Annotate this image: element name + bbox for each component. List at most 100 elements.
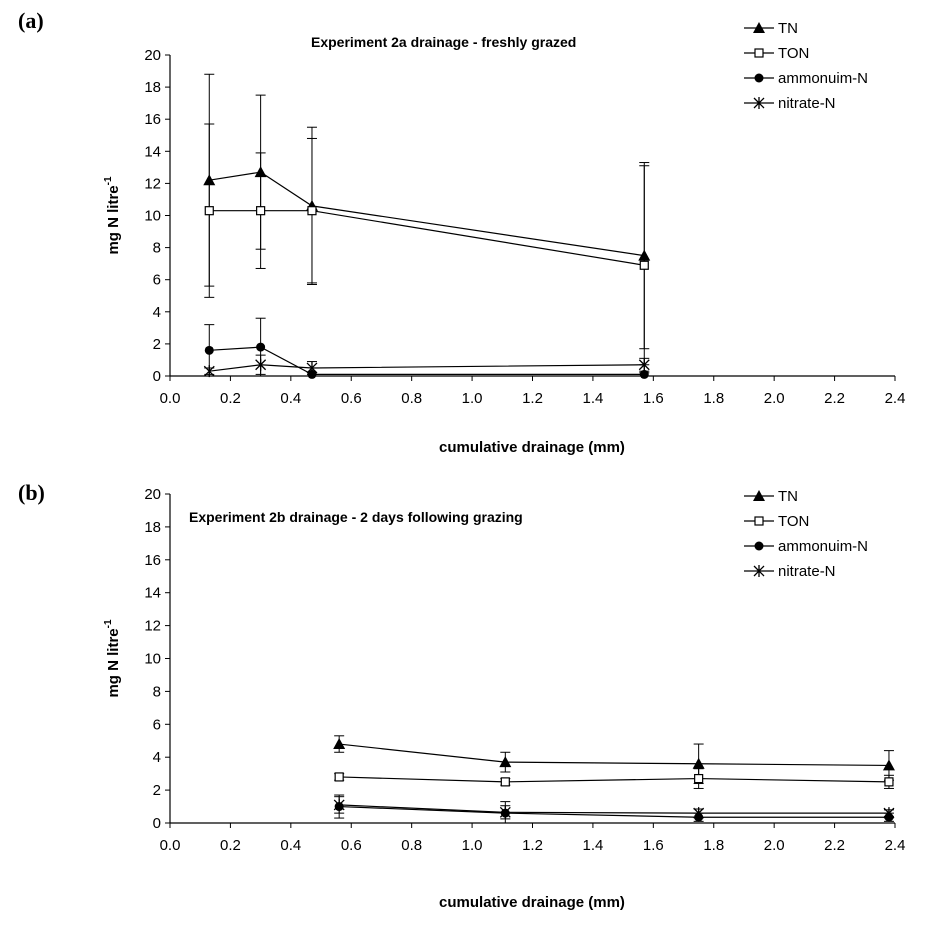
panel-b-y-tick-label: 16: [144, 552, 161, 569]
panel-b-series-square: [334, 768, 894, 789]
panel-b-y-tick-label: 20: [144, 486, 161, 503]
panel-b-data-point: [333, 798, 345, 811]
panel-b-y-tick-label: 4: [153, 749, 161, 766]
panel-a-legend-label: TON: [778, 45, 809, 62]
panel-a-y-tick-label: 0: [153, 368, 161, 385]
panel-a-title: Experiment 2a drainage - freshly grazed: [311, 34, 576, 50]
panel-b-y-tick-label: 6: [153, 716, 161, 733]
panel-a-y-tick-label: 2: [153, 336, 161, 353]
panel-a-data-point: [256, 206, 266, 216]
panel-b-x-tick-label: 0.0: [160, 837, 181, 854]
panel-b-legend: TN TON ammonuim-N nitrate-N: [744, 488, 868, 580]
panel-b-data-point: [333, 738, 346, 750]
panel-a-data-point: [204, 345, 214, 355]
panel-b-y-axis-label-main: mg N litre: [105, 628, 122, 697]
panel-a-y-tick-label: 16: [144, 111, 161, 128]
panel-a-x-tick-label: 1.2: [522, 390, 543, 407]
panel-b-legend-marker: [754, 516, 764, 526]
panel-b-legend-label: nitrate-N: [778, 563, 836, 580]
panel-a-legend-marker: [753, 22, 765, 33]
panel-a-x-tick-label: 2.0: [764, 390, 785, 407]
panel-b-x-tick-label: 2.0: [764, 837, 785, 854]
panel-b-series-line: [339, 776, 889, 783]
panel-b-title: Experiment 2b drainage - 2 days followin…: [189, 509, 523, 525]
panel-b-y-tick-label: 8: [153, 683, 161, 700]
panel-b-data-point: [500, 777, 510, 787]
panel-a-data-point: [204, 206, 214, 216]
panel-b-y-axis-label: mg N litre-1: [103, 619, 122, 698]
panel-b-y-tick-label: 0: [153, 815, 161, 832]
panel-a-legend-label: TN: [778, 20, 798, 37]
panel-b-series-triangle: [333, 735, 895, 785]
panel-a-legend-label: ammonuim-N: [778, 70, 868, 87]
panel-a-x-tick-label: 0.8: [401, 390, 422, 407]
panel-a-x-tick-label: 1.0: [462, 390, 483, 407]
panel-b-data-point: [334, 772, 344, 782]
panel-b-x-tick-label: 2.4: [885, 837, 906, 854]
panel-a-chart: (a) Experiment 2a drainage - freshly graz…: [18, 8, 905, 456]
panel-b-y-tick-label: 10: [144, 651, 161, 668]
panel-b-y-tick-label: 18: [144, 519, 161, 536]
panel-b-y-tick-label: 12: [144, 618, 161, 635]
panel-b-data-point: [499, 756, 512, 768]
panel-a-data-point: [306, 361, 318, 374]
panel-a-data-point: [203, 365, 215, 378]
panel-a-data-point: [638, 358, 650, 371]
panel-a-series-line: [209, 364, 645, 372]
panel-b-x-tick-label: 1.2: [522, 837, 543, 854]
panel-a-y-axis-label-main: mg N litre: [105, 185, 122, 254]
panel-b-legend-label: TN: [778, 488, 798, 505]
panel-a-series-line: [209, 346, 645, 375]
panel-a-label: (a): [18, 8, 44, 33]
panel-b-y-tick-label: 2: [153, 782, 161, 799]
panel-a-data-point: [307, 206, 317, 216]
panel-b-chart: (b) Experiment 2b drainage - 2 days follo…: [18, 480, 905, 911]
panel-b-data-point: [692, 757, 705, 769]
panel-b-legend-marker: [753, 490, 765, 501]
panel-b-legend-label: TON: [778, 513, 809, 530]
panel-b-data-point: [694, 773, 704, 784]
panel-b-data-point: [882, 759, 895, 771]
panel-b-data-point: [883, 807, 895, 820]
panel-b-label: (b): [18, 480, 45, 505]
panel-b-data-point: [884, 777, 894, 787]
panel-b-data-point: [693, 807, 705, 820]
panel-a-x-tick-label: 0.6: [341, 390, 362, 407]
panel-b-y-tick-label: 14: [144, 585, 161, 602]
panel-b-legend-marker: [753, 565, 765, 577]
panel-a-x-tick-label: 1.6: [643, 390, 664, 407]
panel-a-y-tick-label: 14: [144, 143, 161, 160]
panel-a-x-tick-label: 2.4: [885, 390, 906, 407]
panel-a-y-tick-label: 20: [144, 47, 161, 64]
panel-b-x-tick-label: 2.2: [824, 837, 845, 854]
panel-b-x-tick-label: 1.8: [703, 837, 724, 854]
panel-a-series-square: [204, 123, 650, 366]
panel-a-data-point: [256, 342, 266, 352]
panel-b-y-axis-label-sup: -1: [103, 619, 114, 628]
panel-a-legend-label: nitrate-N: [778, 95, 836, 112]
panel-b-x-tick-label: 0.6: [341, 837, 362, 854]
panel-a-data-point: [639, 369, 649, 379]
panel-a-series-circle: [204, 317, 650, 379]
panel-b-x-tick-label: 1.6: [643, 837, 664, 854]
panel-a-y-axis-label-sup: -1: [103, 176, 114, 185]
panel-b-series-star: [333, 796, 895, 820]
panel-a-x-tick-label: 0.0: [160, 390, 181, 407]
panel-a-legend-marker: [753, 97, 765, 109]
panel-b-legend-label: ammonuim-N: [778, 538, 868, 555]
panel-a-y-tick-label: 10: [144, 208, 161, 225]
panel-a-y-tick-label: 12: [144, 175, 161, 192]
panel-a-legend-marker: [754, 48, 764, 58]
panel-b-series-line: [339, 805, 889, 818]
panel-a-y-tick-label: 8: [153, 240, 161, 257]
panel-a-y-tick-label: 4: [153, 304, 161, 321]
panel-b-legend-marker: [754, 541, 764, 551]
panel-a-x-tick-label: 2.2: [824, 390, 845, 407]
panel-b-x-axis-label: cumulative drainage (mm): [439, 894, 625, 911]
panel-a-series-triangle: [203, 73, 651, 350]
panel-b-x-tick-label: 1.4: [582, 837, 603, 854]
panel-a-x-tick-label: 0.2: [220, 390, 241, 407]
panel-a-series-line: [209, 171, 645, 257]
panel-a-data-point: [255, 358, 267, 371]
